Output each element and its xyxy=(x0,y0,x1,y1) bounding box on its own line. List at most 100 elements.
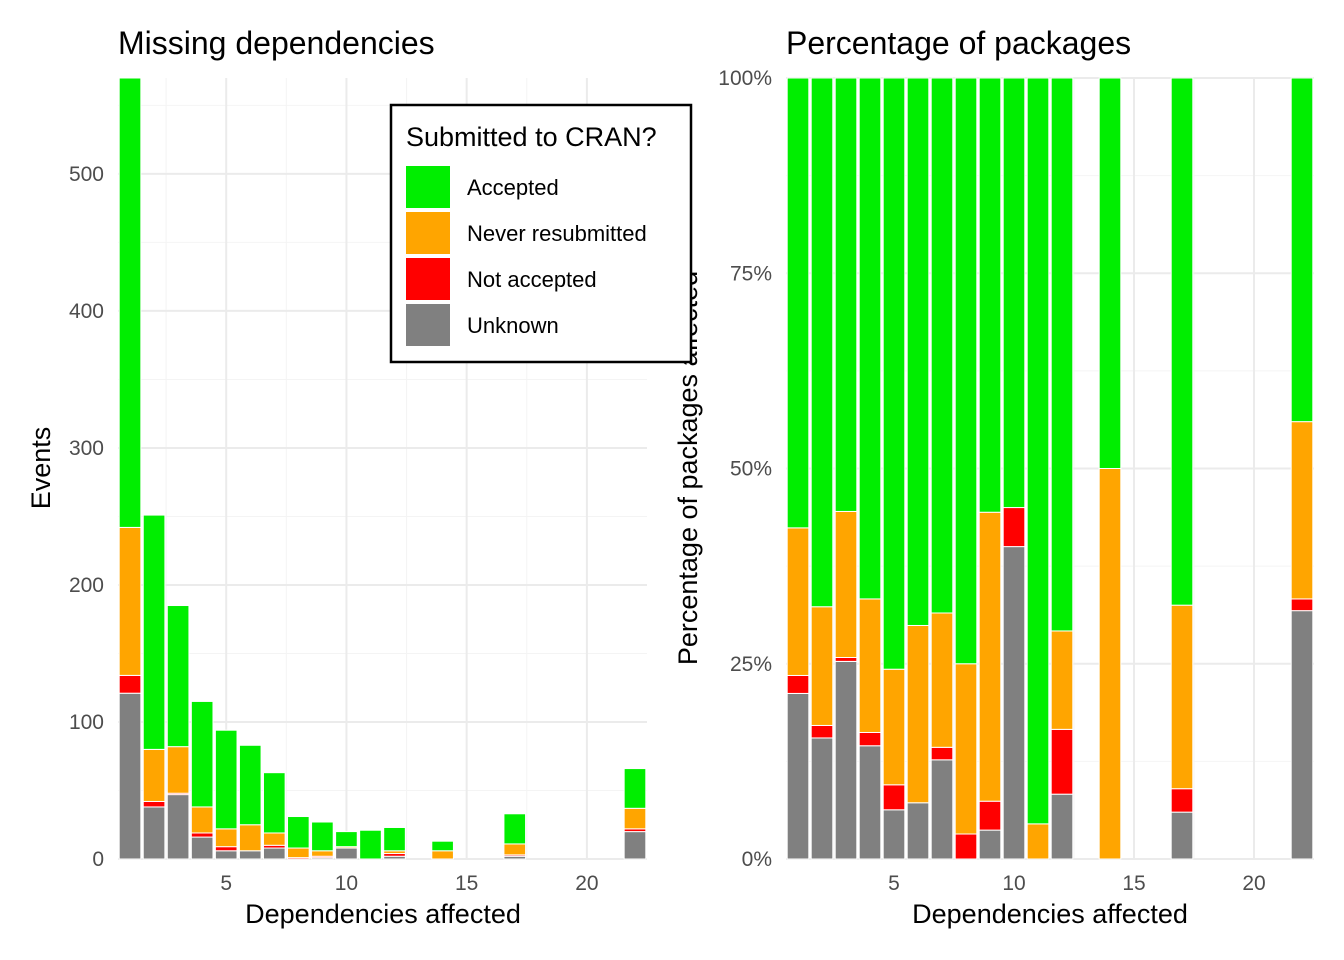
bar-unknown-x2 xyxy=(142,806,166,860)
bar-unknown-x10 xyxy=(1002,546,1026,860)
y-tick-label: 100 xyxy=(69,711,104,734)
x-tick-label: 5 xyxy=(888,872,900,895)
bar-accepted-x6 xyxy=(906,77,930,626)
legend-items: Accepted Never resubmitted Not accepted Unk… xyxy=(406,166,647,346)
bar-not-x4 xyxy=(190,832,214,838)
y-tick-label: 300 xyxy=(69,437,104,460)
bar-never-x2 xyxy=(810,606,834,726)
x-tick-label: 20 xyxy=(575,872,598,895)
bar-not-x5 xyxy=(214,846,238,852)
bars-left xyxy=(118,77,647,860)
bar-never-x22 xyxy=(1290,421,1314,600)
x-ticks-right: 5 10 15 20 xyxy=(888,872,1266,895)
bar-accepted-x7 xyxy=(262,772,286,834)
bar-accepted-x9 xyxy=(978,77,1002,513)
bars-right xyxy=(786,77,1314,860)
bar-unknown-x22 xyxy=(623,831,647,860)
bar-accepted-x1 xyxy=(118,77,142,528)
bar-never-x4 xyxy=(858,598,882,733)
bar-not-x1 xyxy=(118,674,142,694)
legend-label-unknown: Unknown xyxy=(467,313,559,338)
bar-unknown-x12 xyxy=(1050,793,1074,860)
bar-not-x10 xyxy=(1002,507,1026,548)
bar-unknown-x6 xyxy=(238,850,262,860)
bar-unknown-x1 xyxy=(786,692,810,860)
bar-accepted-x1 xyxy=(786,77,810,529)
x-axis-title-right: Dependencies affected xyxy=(912,899,1188,929)
bar-accepted-x11 xyxy=(359,829,382,860)
x-tick-label: 10 xyxy=(1002,872,1025,895)
x-tick-label: 15 xyxy=(455,872,478,895)
legend-swatch-never xyxy=(406,212,450,254)
bar-never-x14 xyxy=(1098,468,1122,860)
bar-accepted-x2 xyxy=(810,77,834,608)
bar-unknown-x3 xyxy=(834,660,858,860)
bar-accepted-x5 xyxy=(882,77,906,670)
legend-label-not: Not accepted xyxy=(467,267,597,292)
bar-never-x14 xyxy=(431,850,454,860)
bar-accepted-x14 xyxy=(1098,77,1122,469)
bar-not-x7 xyxy=(930,746,954,761)
bar-accepted-x3 xyxy=(834,77,858,512)
bar-never-x9 xyxy=(311,850,334,857)
bar-not-x3 xyxy=(834,657,858,662)
bar-never-x12 xyxy=(1050,630,1074,730)
bar-not-x4 xyxy=(858,731,882,747)
bar-never-x4 xyxy=(190,806,214,834)
bar-accepted-x9 xyxy=(311,821,334,852)
legend-swatch-accepted xyxy=(406,166,450,208)
chart-title-left: Missing dependencies xyxy=(118,25,435,61)
bar-unknown-x4 xyxy=(858,745,882,860)
bar-accepted-x8 xyxy=(954,77,978,665)
bar-unknown-x9 xyxy=(978,829,1002,860)
bar-never-x5 xyxy=(882,668,906,786)
y-tick-label: 0% xyxy=(742,848,772,871)
bar-never-x7 xyxy=(262,832,286,846)
y-tick-label: 400 xyxy=(69,300,104,323)
bar-accepted-x4 xyxy=(858,77,882,600)
y-axis-title-left: Events xyxy=(26,427,56,510)
bar-accepted-x10 xyxy=(335,831,358,848)
x-tick-label: 15 xyxy=(1122,872,1145,895)
bar-accepted-x22 xyxy=(623,768,647,809)
bar-accepted-x17 xyxy=(1170,77,1194,606)
x-axis-title-left: Dependencies affected xyxy=(245,899,521,929)
legend-title: Submitted to CRAN? xyxy=(406,122,657,152)
y-ticks-right: 0% 25% 50% 75% 100% xyxy=(718,67,772,871)
bar-not-x9 xyxy=(978,800,1002,831)
bar-unknown-x1 xyxy=(118,692,142,860)
bar-never-x6 xyxy=(238,824,262,852)
bar-unknown-x17 xyxy=(1170,811,1194,860)
bar-never-x22 xyxy=(623,807,647,830)
y-tick-label: 50% xyxy=(730,458,772,481)
bar-accepted-x11 xyxy=(1026,77,1050,825)
bar-not-x2 xyxy=(810,724,834,739)
bar-never-x3 xyxy=(834,510,858,659)
bar-accepted-x7 xyxy=(930,77,954,614)
bar-accepted-x2 xyxy=(142,514,166,750)
bar-unknown-x3 xyxy=(166,794,190,860)
grid-left xyxy=(118,78,647,860)
bar-never-x2 xyxy=(142,748,166,802)
y-ticks-left: 0 100 200 300 400 500 xyxy=(69,163,104,871)
x-tick-label: 10 xyxy=(335,872,358,895)
bar-accepted-x8 xyxy=(287,816,310,849)
bar-accepted-x12 xyxy=(383,826,406,852)
bar-unknown-x10 xyxy=(335,847,358,860)
bar-accepted-x6 xyxy=(238,744,262,826)
bar-never-x17 xyxy=(503,843,527,856)
y-tick-label: 25% xyxy=(730,653,772,676)
bar-unknown-x7 xyxy=(930,759,954,860)
bar-unknown-x22 xyxy=(1290,610,1314,860)
bar-never-x1 xyxy=(118,526,142,676)
legend: Submitted to CRAN? Accepted Never resubmi… xyxy=(389,103,693,364)
y-tick-label: 75% xyxy=(730,262,772,285)
bar-unknown-x2 xyxy=(810,737,834,860)
bar-never-x6 xyxy=(906,624,930,804)
bar-unknown-x6 xyxy=(906,802,930,860)
bar-not-x1 xyxy=(786,674,810,694)
panel-missing-dependencies: 0 100 200 300 400 500 5 10 15 20 Missing depende… xyxy=(26,25,647,929)
bar-never-x8 xyxy=(954,663,978,835)
legend-label-accepted: Accepted xyxy=(467,175,559,200)
